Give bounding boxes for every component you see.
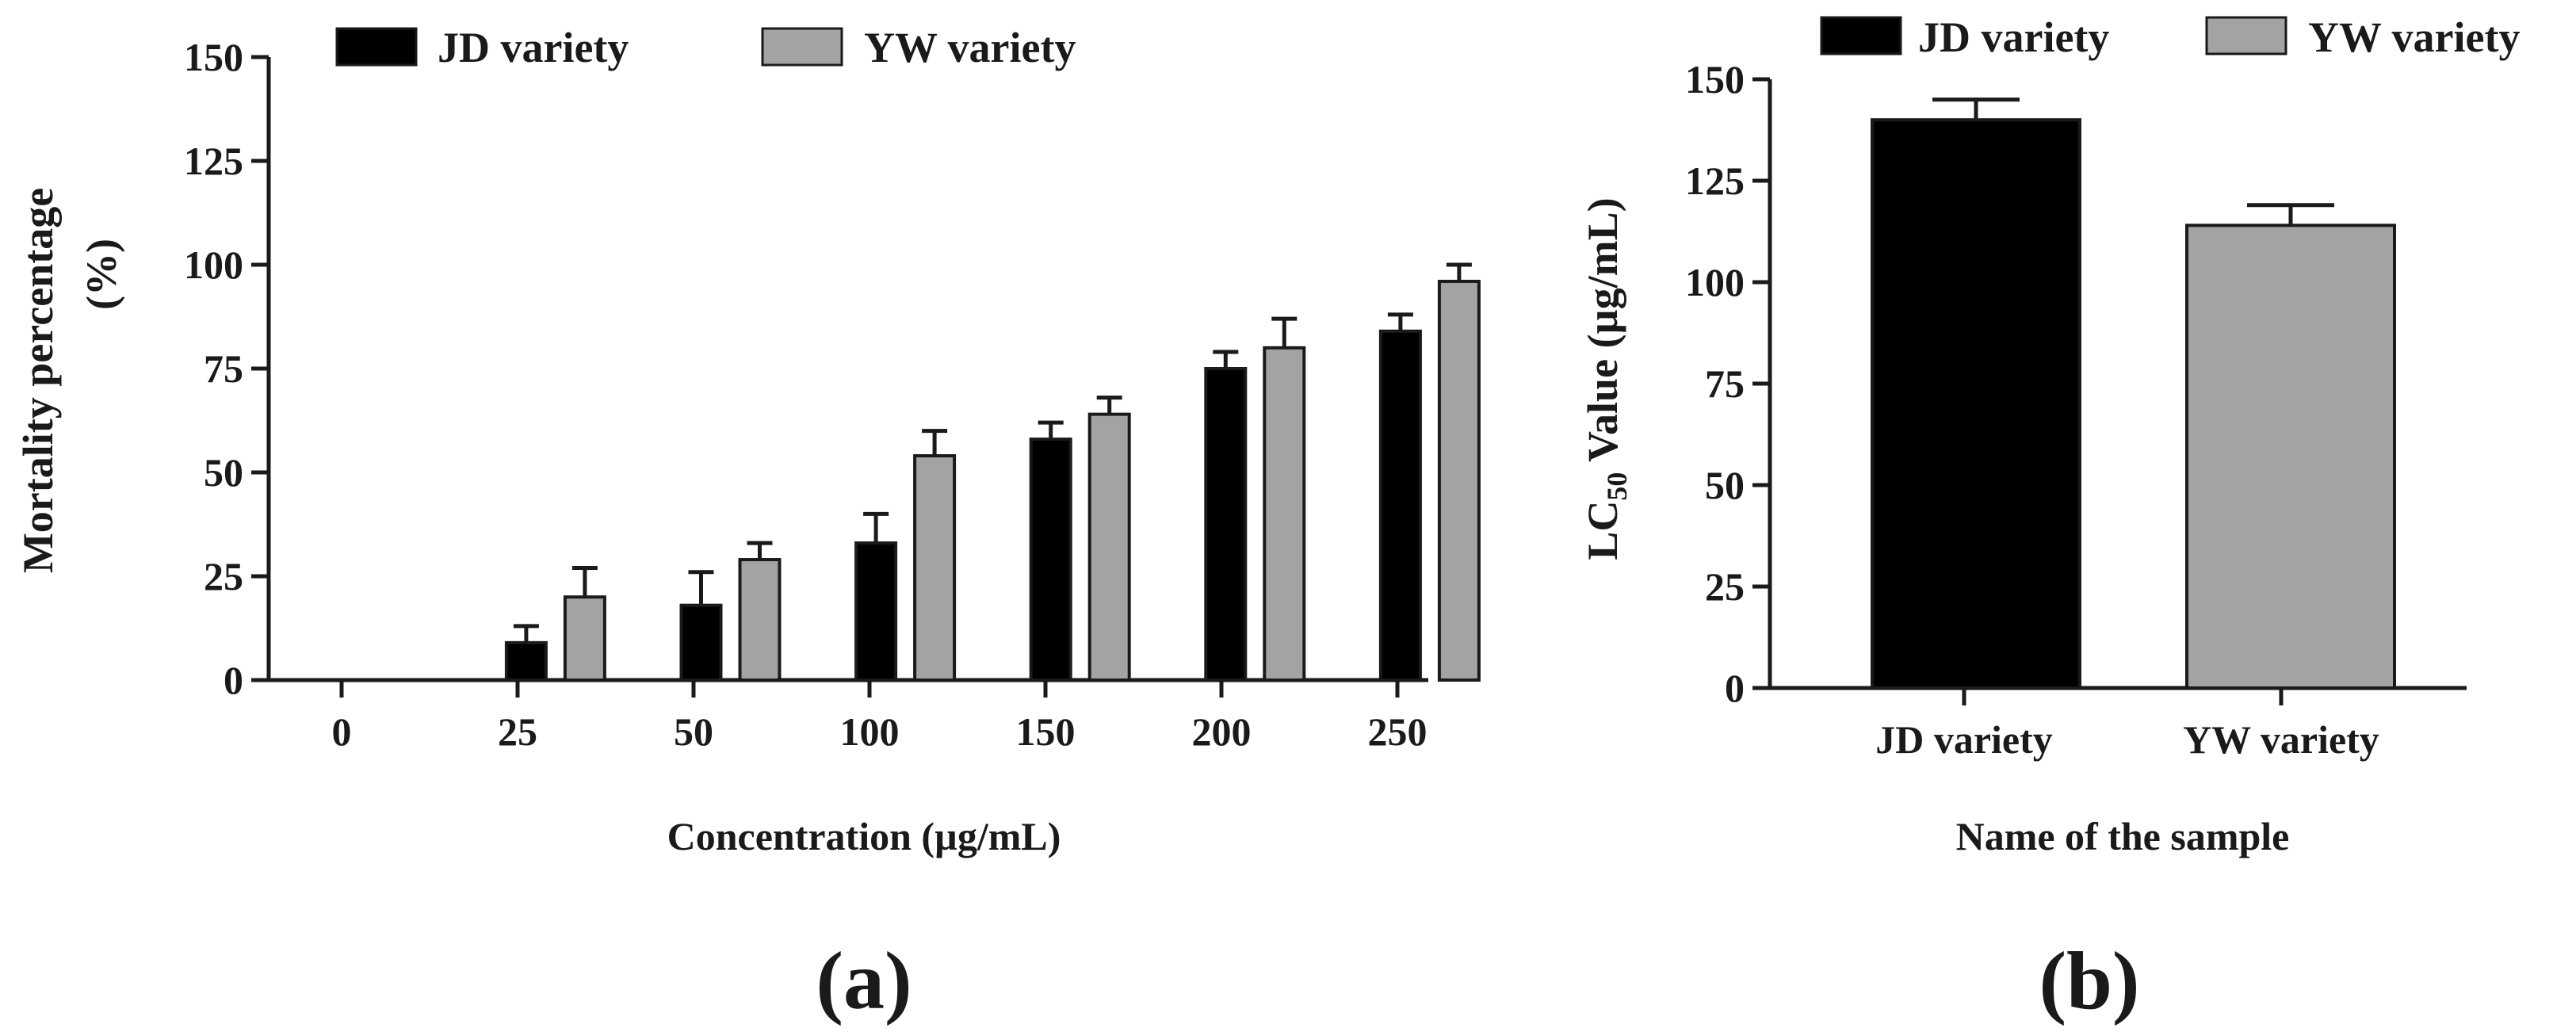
legend-label-yw-b: YW variety xyxy=(2308,13,2520,61)
y-tick-label: 50 xyxy=(1705,463,1745,507)
y-tick-label: 150 xyxy=(1685,57,1745,101)
x-tick-label: 150 xyxy=(1016,709,1076,754)
x-tick-label: 25 xyxy=(498,709,537,754)
y-tick-label: 75 xyxy=(1705,361,1745,406)
y-tick-label: 75 xyxy=(204,346,243,391)
y-tick-label: 150 xyxy=(184,35,243,79)
panel-b-chart: JD variety YW variety LC50 Value (µg/mL)… xyxy=(1579,13,2520,1026)
panel-a-chart: JD variety YW variety Mortality percenta… xyxy=(14,24,1481,1026)
bar-jd-100 xyxy=(854,541,898,682)
bar-jd-250 xyxy=(1378,329,1422,682)
panel-label-b: (b) xyxy=(2039,935,2139,1026)
legend-label-yw-a: YW variety xyxy=(864,24,1076,71)
y-axis-label-b-suffix: Value (µg/mL) xyxy=(1579,197,1626,472)
panel-label-a: (a) xyxy=(816,935,912,1026)
legend-swatch-yw-b xyxy=(2205,16,2287,55)
y-tick-label: 50 xyxy=(204,450,243,495)
y-tick-label: 25 xyxy=(204,554,243,598)
legend-a: JD variety YW variety xyxy=(335,24,1076,71)
y-tick-label: 100 xyxy=(184,243,243,287)
bar-yw-25 xyxy=(563,595,606,682)
y-tick-label: 125 xyxy=(184,139,243,183)
bar-yw-jd-variety xyxy=(2185,224,2396,690)
y-axis-label-b-subscript: 50 xyxy=(1601,472,1633,501)
bars-a xyxy=(504,262,1481,682)
bar-yw-50 xyxy=(738,558,782,682)
bar-yw-250 xyxy=(1437,279,1481,682)
y-tick-label: 25 xyxy=(1705,564,1745,609)
legend-label-jd-a: JD variety xyxy=(438,24,629,71)
x-ticks-a: 0 25 50 100 150 200 250 xyxy=(332,680,1428,754)
x-tick-label: YW variety xyxy=(2183,717,2379,762)
x-ticks-b: JD variety YW variety xyxy=(1875,688,2379,762)
legend-swatch-yw-a xyxy=(761,27,843,67)
bar-jd-jd-variety xyxy=(1871,118,2081,690)
y-tick-label: 0 xyxy=(224,658,243,702)
y-axis-label-b: LC50 Value (µg/mL) xyxy=(1579,197,1633,560)
bar-yw-150 xyxy=(1087,412,1131,682)
bar-yw-100 xyxy=(913,454,957,682)
legend-swatch-jd-b xyxy=(1820,16,1902,55)
bars-b xyxy=(1871,97,2396,690)
y-axis-label-b-prefix: LC xyxy=(1579,501,1626,560)
x-tick-label: JD variety xyxy=(1875,717,2053,762)
bar-jd-200 xyxy=(1204,367,1248,682)
bar-jd-50 xyxy=(679,603,723,682)
x-tick-label: 0 xyxy=(332,709,352,754)
y-tick-label: 125 xyxy=(1685,159,1745,203)
legend-swatch-jd-a xyxy=(335,27,418,67)
y-tick-label: 0 xyxy=(1725,666,1745,710)
y-axis-label-a-line2: (%) xyxy=(78,239,125,310)
y-ticks-a: 0 25 50 75 100 125 150 xyxy=(184,35,269,702)
x-axis-label-b: Name of the sample xyxy=(1956,814,2290,858)
x-tick-label: 100 xyxy=(840,709,900,754)
x-tick-label: 200 xyxy=(1192,709,1252,754)
x-tick-label: 50 xyxy=(674,709,713,754)
bar-jd-25 xyxy=(504,640,548,682)
legend-label-jd-b: JD variety xyxy=(1918,13,2109,61)
x-tick-label: 250 xyxy=(1368,709,1428,754)
bar-yw-200 xyxy=(1263,346,1306,682)
bar-jd-150 xyxy=(1029,438,1072,682)
y-tick-label: 100 xyxy=(1685,260,1745,304)
y-ticks-b: 0 25 50 75 100 125 150 xyxy=(1685,57,1770,710)
x-axis-label-a: Concentration (µg/mL) xyxy=(667,814,1061,858)
y-axis-label-a: Mortality percentage xyxy=(14,188,62,573)
legend-b: JD variety YW variety xyxy=(1820,13,2520,61)
